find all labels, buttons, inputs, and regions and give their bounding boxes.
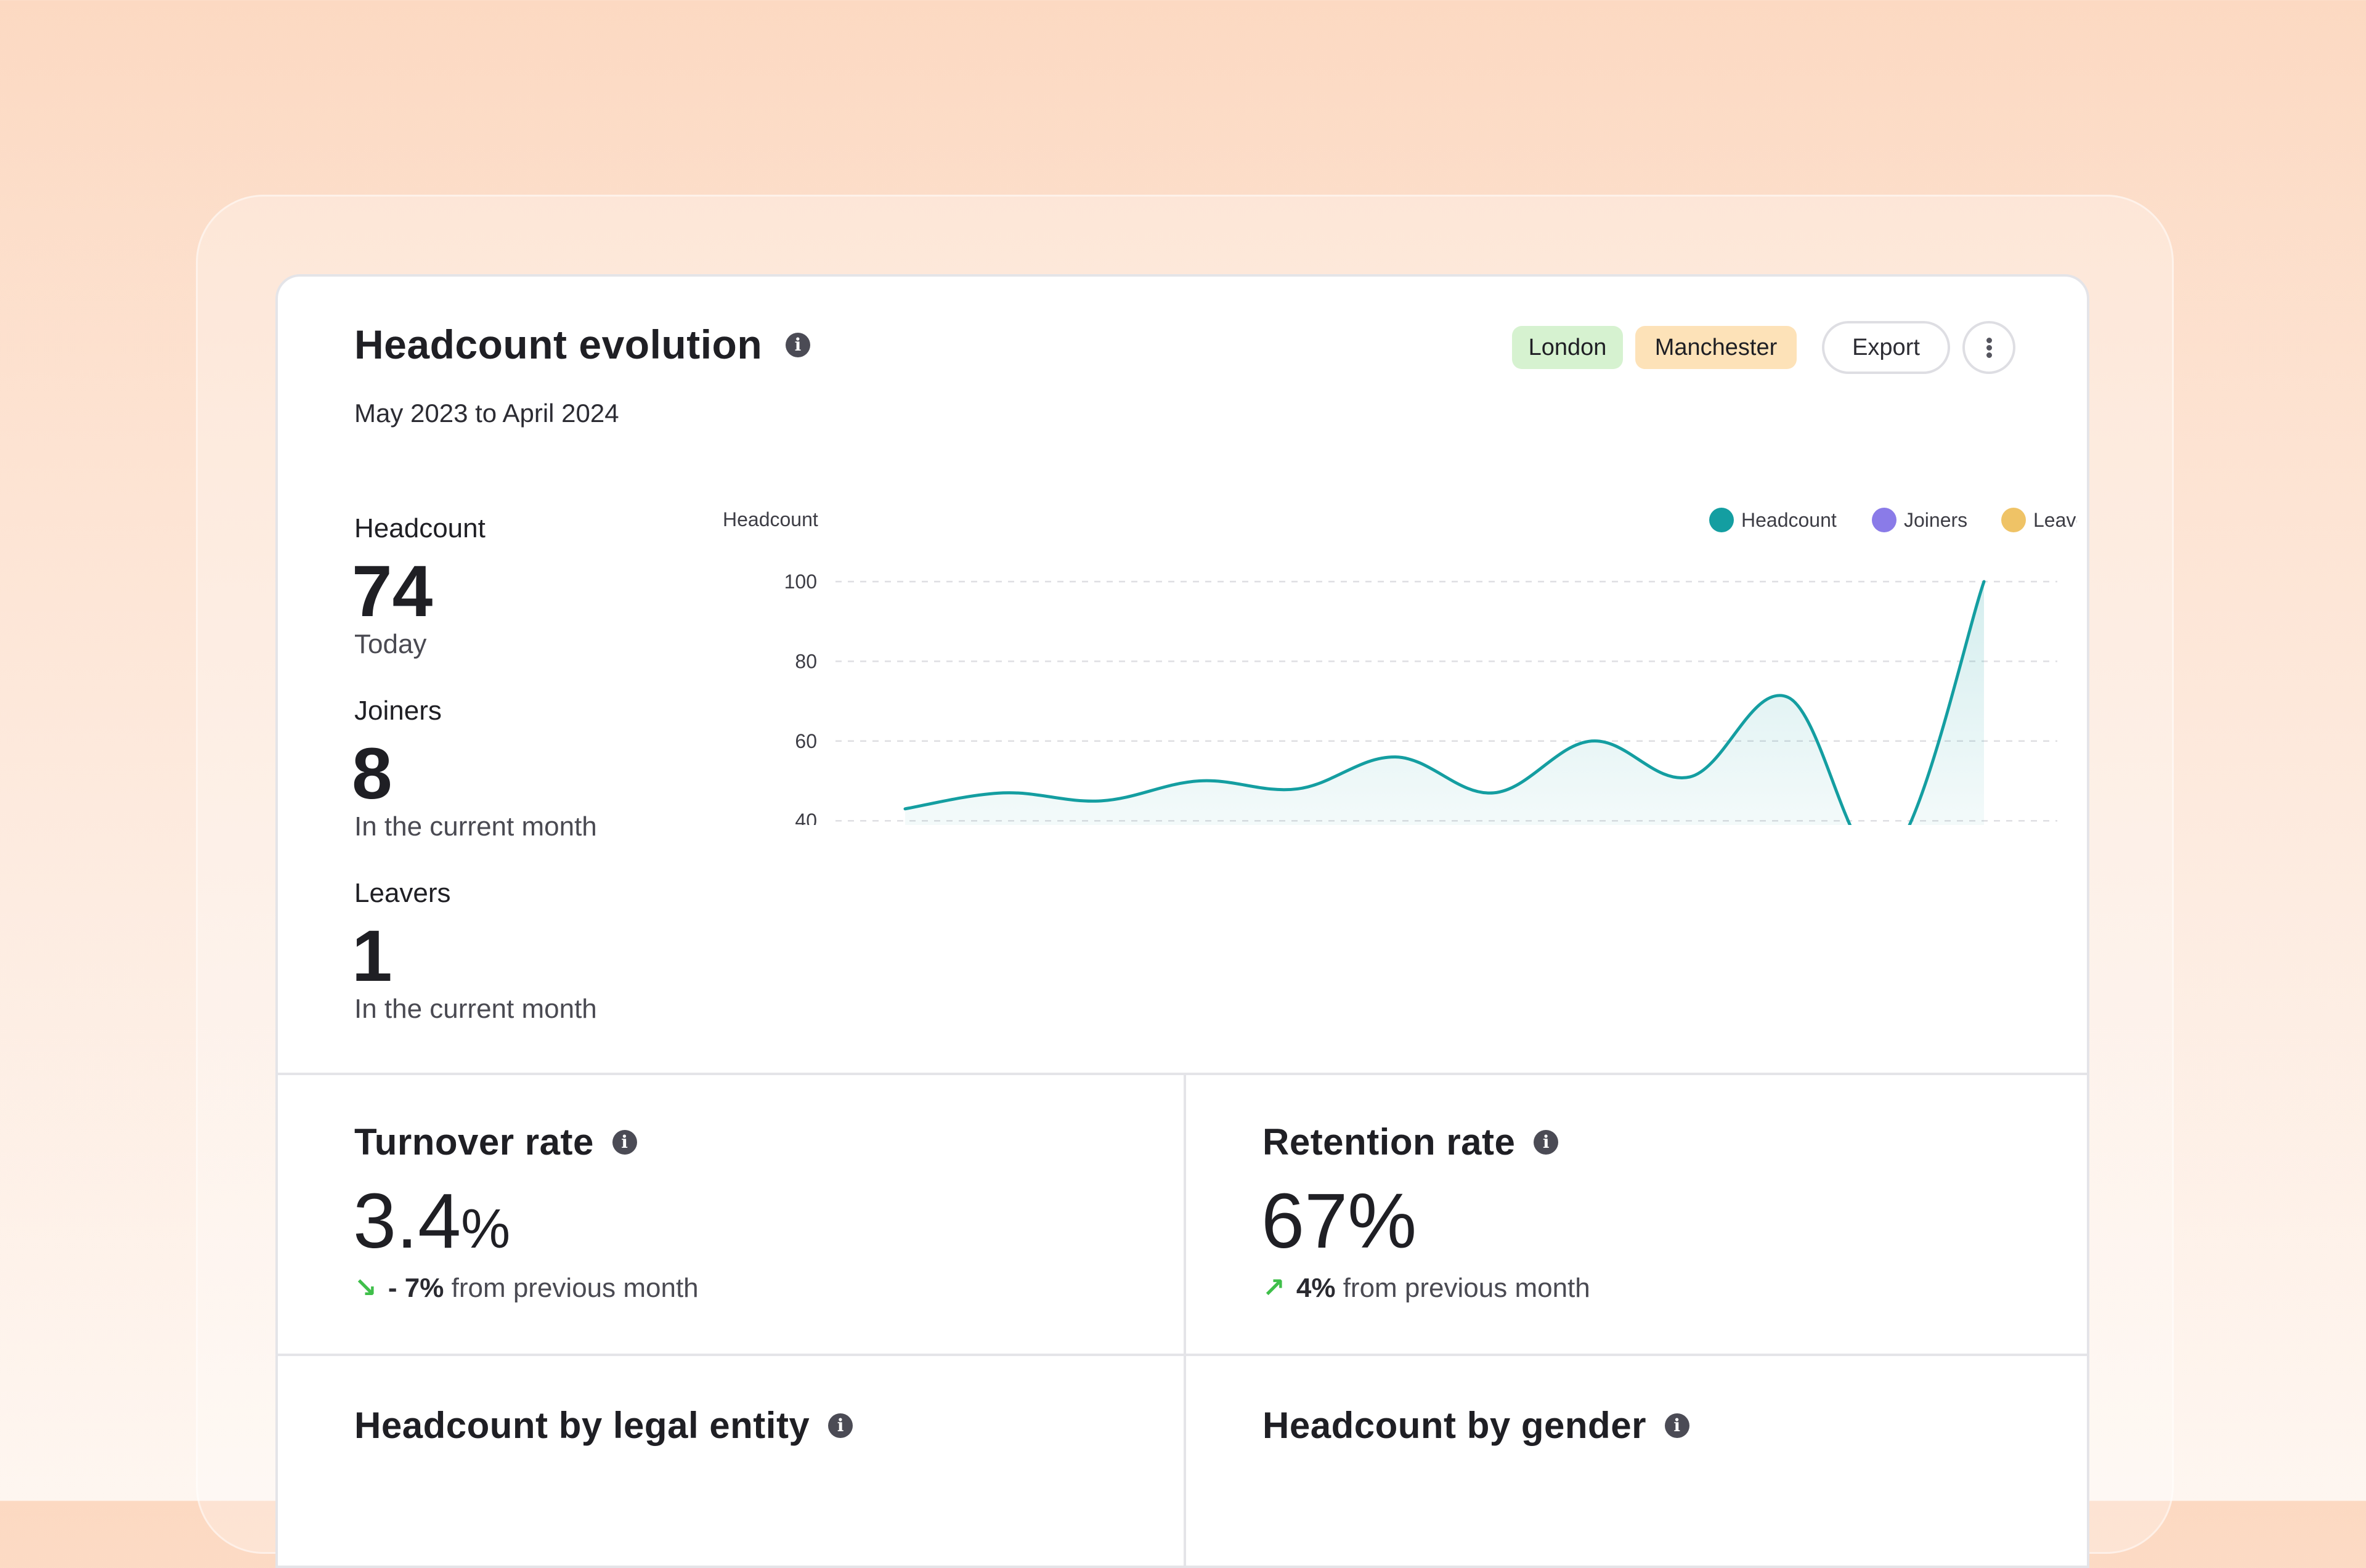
legend-marker-joiners bbox=[1872, 508, 1896, 532]
section-divider bbox=[278, 1073, 2087, 1075]
tag-london[interactable]: London bbox=[1512, 326, 1623, 369]
stat-joiners-label: Joiners bbox=[354, 696, 442, 726]
info-icon[interactable]: i bbox=[828, 1413, 853, 1439]
tag-manchester[interactable]: Manchester bbox=[1635, 326, 1797, 369]
dashboard-panel: Headcount evolution i May 2023 to April 2… bbox=[275, 274, 2089, 1568]
legal-entity-title-text: Headcount by legal entity bbox=[354, 1405, 810, 1446]
legal-entity-title: Headcount by legal entity i bbox=[354, 1404, 853, 1447]
info-icon[interactable]: i bbox=[1664, 1413, 1689, 1439]
info-icon[interactable]: i bbox=[612, 1130, 637, 1155]
legend-label[interactable]: Headcount bbox=[1741, 509, 1837, 531]
y-tick-label: 80 bbox=[795, 650, 817, 672]
turnover-change: ↘ - 7% from previous month bbox=[354, 1272, 699, 1304]
retention-value: 67% bbox=[1261, 1177, 1417, 1264]
stat-leavers-sub: In the current month bbox=[354, 994, 597, 1024]
stat-leavers-value: 1 bbox=[352, 916, 392, 997]
retention-change-text: from previous month bbox=[1343, 1273, 1590, 1303]
y-tick-label: 60 bbox=[795, 730, 817, 752]
retention-title-text: Retention rate bbox=[1262, 1121, 1516, 1163]
stat-headcount-sub: Today bbox=[354, 629, 427, 659]
info-icon[interactable]: i bbox=[786, 332, 811, 357]
chart-svg: 020406080100MayJunJulAugSepOctNovDecJanF… bbox=[723, 508, 2087, 1022]
turnover-change-value: - 7% bbox=[388, 1273, 444, 1303]
date-range: May 2023 to April 2024 bbox=[354, 399, 619, 428]
stat-headcount-value: 74 bbox=[352, 551, 433, 632]
y-tick-label: 100 bbox=[784, 571, 817, 593]
more-dots-icon-bottom bbox=[1986, 352, 1992, 358]
stat-headcount-label: Headcount bbox=[354, 513, 486, 543]
retention-change-value: 4% bbox=[1296, 1273, 1336, 1303]
legend-label[interactable]: Leavers bbox=[2033, 509, 2087, 531]
page-title: Headcount evolution i bbox=[354, 321, 811, 368]
trend-up-icon: ↗ bbox=[1262, 1273, 1285, 1303]
turnover-value: 3.4% bbox=[353, 1182, 510, 1260]
gender-title-text: Headcount by gender bbox=[1262, 1405, 1646, 1446]
y-axis-label: Headcount bbox=[723, 508, 818, 530]
y-tick-label: 40 bbox=[795, 810, 817, 825]
turnover-change-text: from previous month bbox=[451, 1273, 699, 1303]
headcount-chart: 020406080100MayJunJulAugSepOctNovDecJanF… bbox=[722, 505, 2087, 1022]
page-title-text: Headcount evolution bbox=[354, 322, 763, 367]
column-divider bbox=[1184, 1073, 1186, 1566]
turnover-unit: % bbox=[461, 1198, 511, 1260]
stat-leavers-label: Leavers bbox=[354, 878, 451, 908]
turnover-number: 3.4 bbox=[353, 1177, 461, 1264]
turnover-title: Turnover rate i bbox=[354, 1121, 637, 1163]
legend-marker-leavers bbox=[2001, 508, 2026, 532]
turnover-title-text: Turnover rate bbox=[354, 1121, 594, 1163]
stat-joiners-sub: In the current month bbox=[354, 811, 597, 842]
more-dots-icon-mid bbox=[1986, 345, 1992, 351]
legend-marker-headcount bbox=[1709, 508, 1734, 532]
info-icon[interactable]: i bbox=[1534, 1130, 1559, 1155]
retention-title: Retention rate i bbox=[1262, 1121, 1559, 1163]
series-area-headcount bbox=[905, 582, 1984, 881]
retention-change: ↗ 4% from previous month bbox=[1262, 1272, 1590, 1304]
more-options-button[interactable] bbox=[1962, 321, 2015, 374]
trend-down-icon: ↘ bbox=[354, 1273, 377, 1303]
more-dots-icon bbox=[1986, 338, 1992, 343]
export-button[interactable]: Export bbox=[1822, 321, 1950, 374]
legend-label[interactable]: Joiners bbox=[1904, 509, 1967, 531]
stat-joiners-value: 8 bbox=[352, 733, 392, 814]
section-divider-2 bbox=[278, 1354, 2087, 1356]
gender-title: Headcount by gender i bbox=[1262, 1404, 1689, 1447]
